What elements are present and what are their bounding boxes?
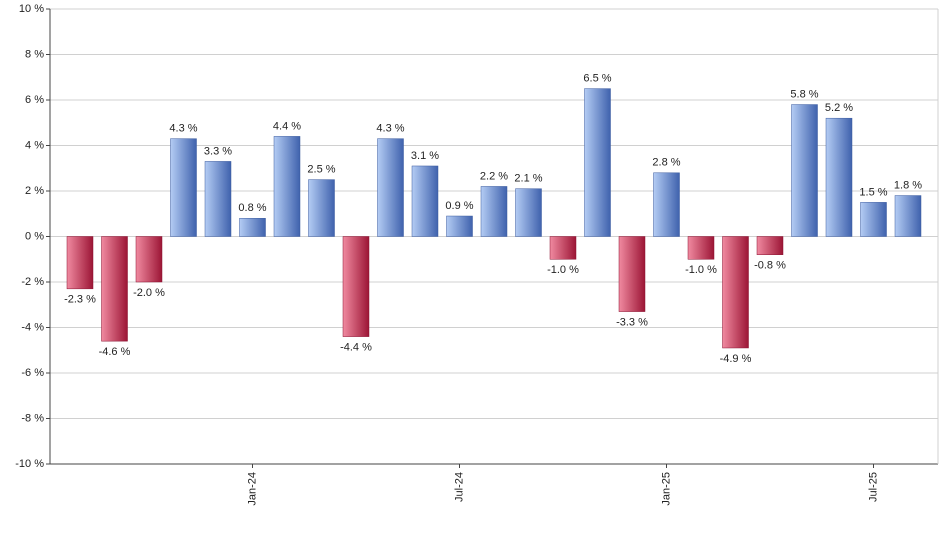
bar [791, 104, 818, 237]
bar [894, 195, 922, 237]
value-label: -0.8 % [754, 260, 786, 272]
bar [515, 188, 542, 237]
value-label: 4.4 % [273, 120, 301, 132]
bar [653, 172, 680, 237]
y-tick-label: 8 % [25, 48, 44, 60]
value-label: 5.2 % [825, 102, 853, 114]
bar [860, 202, 887, 237]
value-label: -1.0 % [547, 264, 579, 276]
y-tick-label: -10 % [15, 458, 44, 470]
value-label: 0.8 % [238, 202, 266, 214]
bar [825, 117, 853, 237]
bar [722, 236, 749, 349]
y-tick-label: 0 % [25, 230, 44, 242]
bar [756, 236, 784, 255]
bar [170, 138, 197, 237]
y-tick-label: 2 % [25, 185, 44, 197]
bar [618, 236, 646, 312]
value-label: -3.3 % [616, 316, 648, 328]
y-tick-label: -2 % [21, 276, 44, 288]
value-label: 3.3 % [204, 145, 232, 157]
bar [584, 88, 611, 237]
value-label: -4.9 % [720, 353, 752, 365]
bar [446, 215, 473, 237]
bar [342, 236, 370, 337]
bar [66, 236, 94, 290]
bar [135, 236, 163, 283]
y-tick-label: 6 % [25, 94, 44, 106]
bar [204, 161, 232, 237]
bar [687, 236, 715, 260]
value-label: 1.5 % [859, 186, 887, 198]
value-label: 5.8 % [790, 88, 818, 100]
y-tick-label: -8 % [21, 412, 44, 424]
y-tick-label: -6 % [21, 367, 44, 379]
bar [308, 179, 335, 237]
bar [239, 218, 266, 237]
bar [273, 136, 301, 237]
value-label: -1.0 % [685, 264, 717, 276]
x-tick-label: Jul-25 [867, 472, 879, 502]
value-label: 2.8 % [652, 157, 680, 169]
value-label: -4.4 % [340, 342, 372, 354]
y-tick-label: 4 % [25, 139, 44, 151]
x-tick-label: Jan-24 [246, 472, 258, 506]
bar [480, 186, 508, 237]
value-label: 4.3 % [376, 123, 404, 135]
bar [377, 138, 404, 237]
y-tick-label: 10 % [19, 3, 44, 15]
value-label: -4.6 % [99, 346, 131, 358]
x-tick-label: Jan-25 [660, 472, 672, 506]
value-label: 2.5 % [307, 164, 335, 176]
value-label: 1.8 % [894, 179, 922, 191]
value-label: 0.9 % [445, 200, 473, 212]
bar [411, 165, 439, 237]
value-label: -2.3 % [64, 294, 96, 306]
value-label: 3.1 % [411, 150, 439, 162]
x-tick-label: Jul-24 [453, 472, 465, 502]
value-label: -2.0 % [133, 287, 165, 299]
value-label: 4.3 % [169, 123, 197, 135]
bar [101, 236, 128, 342]
y-tick-label: -4 % [21, 321, 44, 333]
value-label: 2.2 % [480, 170, 508, 182]
value-label: 6.5 % [583, 73, 611, 85]
bar [549, 236, 577, 260]
value-label: 2.1 % [514, 173, 542, 185]
